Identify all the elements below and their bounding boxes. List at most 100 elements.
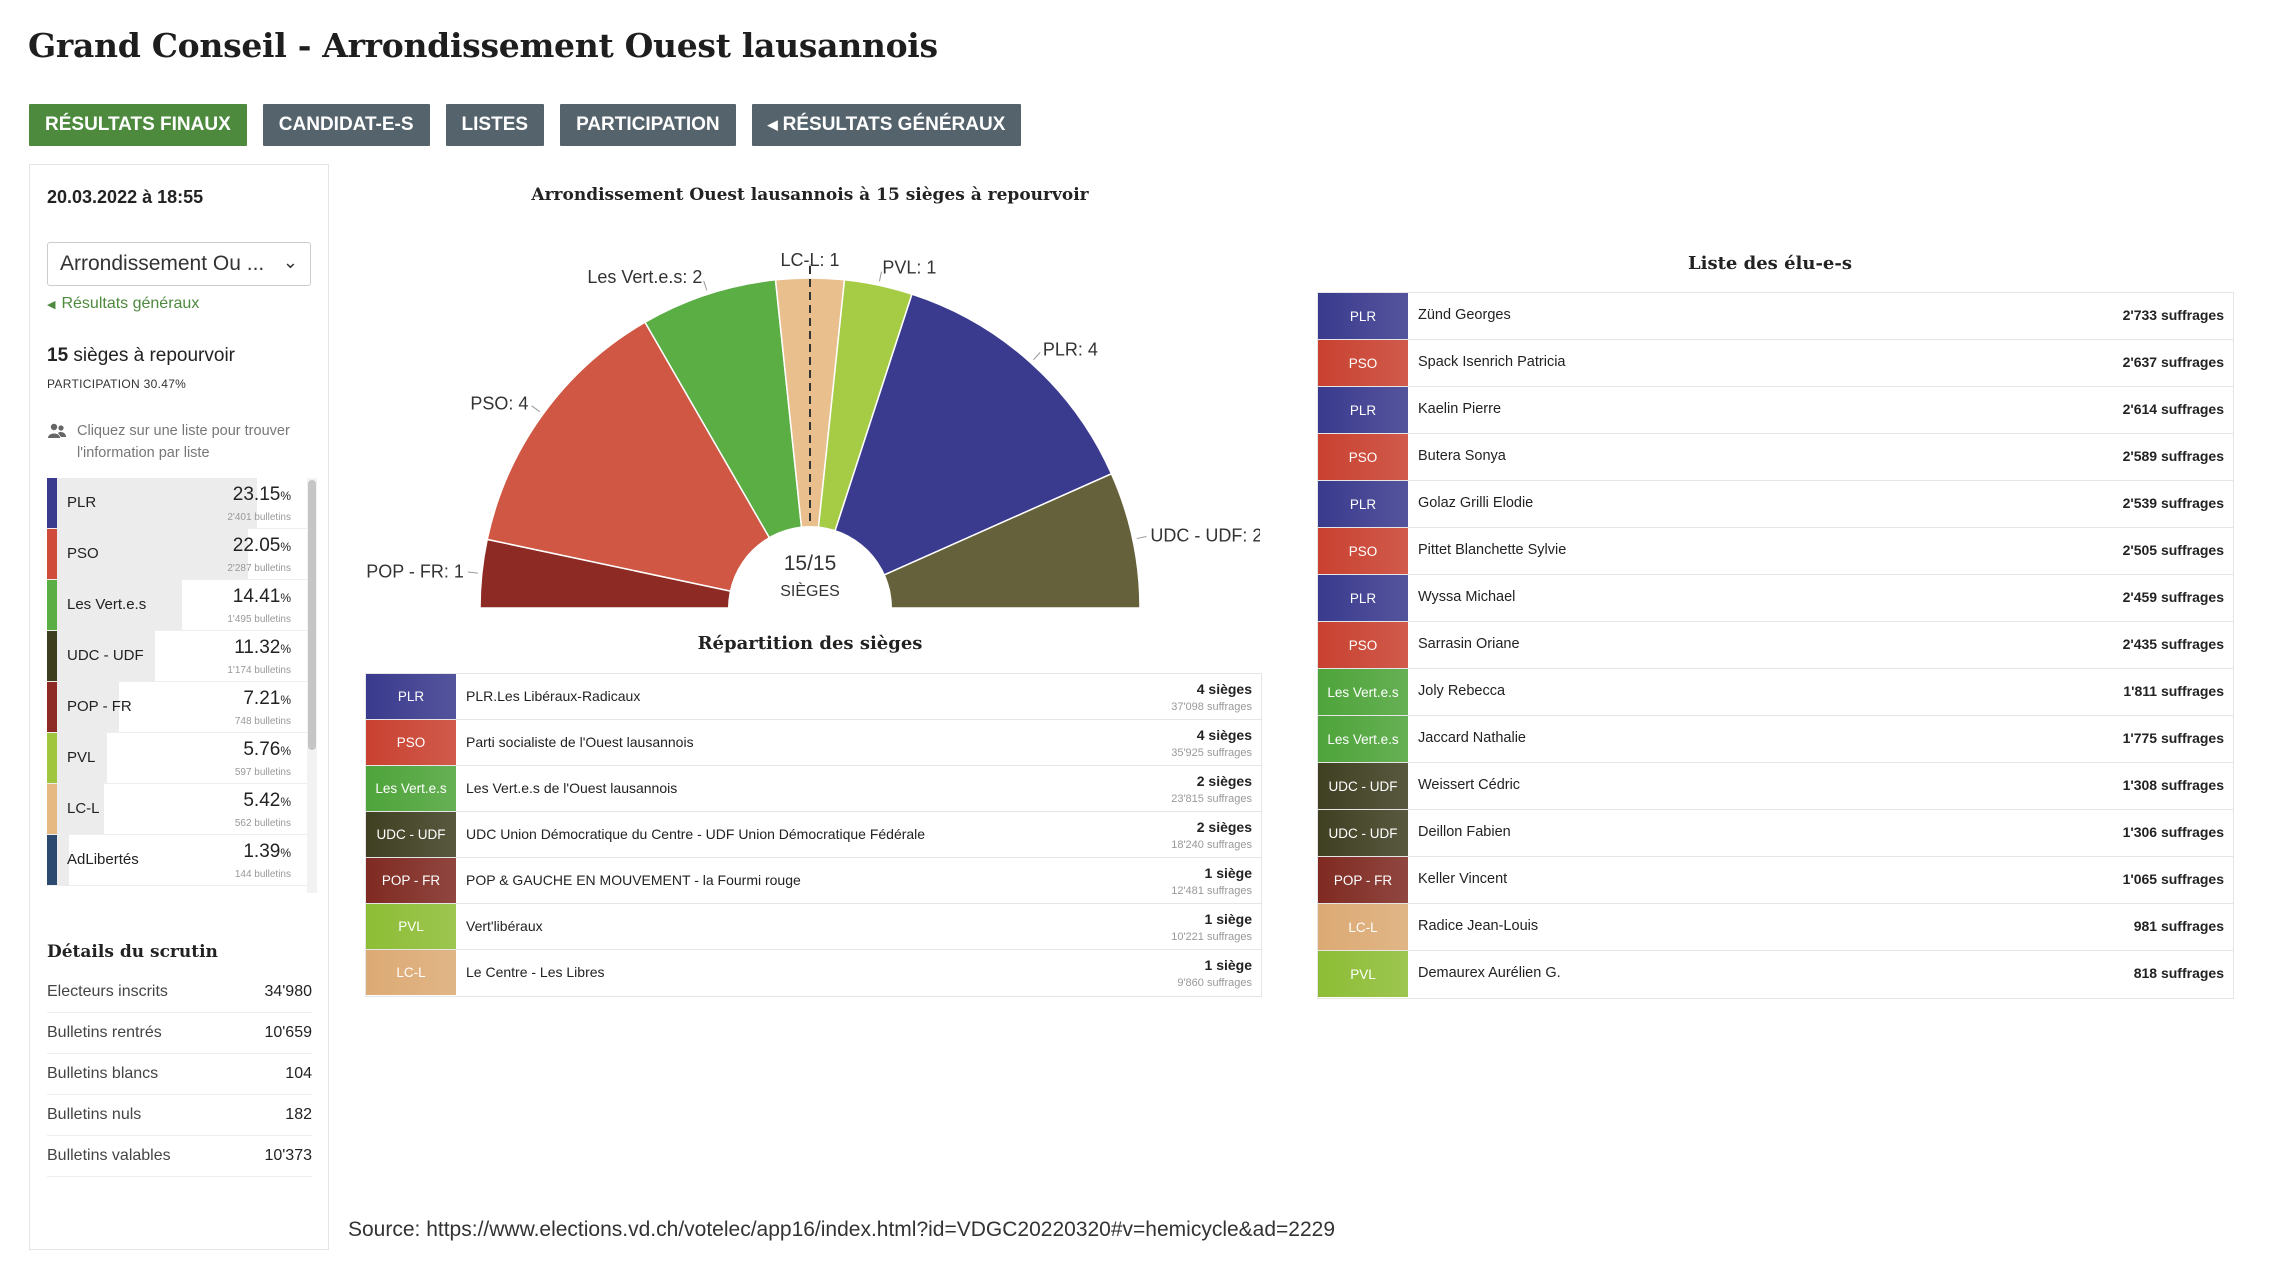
repartition-row[interactable]: POP - FR POP & GAUCHE EN MOUVEMENT - la F… <box>366 858 1261 904</box>
party-color-swatch <box>47 733 57 783</box>
party-full-name: Le Centre - Les Libres <box>466 964 605 980</box>
elected-row[interactable]: PVL Demaurex Aurélien G. 818 suffrages <box>1318 951 2233 998</box>
repartition-row[interactable]: UDC - UDF UDC Union Démocratique du Centr… <box>366 812 1261 858</box>
party-full-name: POP & GAUCHE EN MOUVEMENT - la Fourmi ro… <box>466 872 801 888</box>
party-name: Les Vert.e.s <box>67 596 147 613</box>
party-list-scrollbar[interactable] <box>307 478 317 893</box>
elected-name: Butera Sonya <box>1418 448 1506 464</box>
elected-suffrages: 818 suffrages <box>2133 965 2224 981</box>
percent-sign: % <box>280 795 291 809</box>
tab-participation[interactable]: PARTICIPATION <box>560 104 736 146</box>
party-percentage-value: 14.41 <box>232 586 281 607</box>
party-percentage: 14.41% <box>233 586 291 608</box>
elected-row[interactable]: PSO Pittet Blanchette Sylvie 2'505 suffrag… <box>1318 528 2233 575</box>
party-percentage: 23.15% <box>233 484 291 506</box>
slice-label: PVL: 1 <box>882 258 936 278</box>
party-badge: UDC - UDF <box>366 812 456 857</box>
party-list-item[interactable]: LC-L 5.42% 562 bulletins <box>47 784 317 835</box>
elected-name: Demaurex Aurélien G. <box>1418 965 1561 981</box>
elected-suffrages: 2'435 suffrages <box>2122 636 2224 652</box>
elected-suffrages: 2'539 suffrages <box>2122 495 2224 511</box>
party-suffrages: 37'098 suffrages <box>1171 701 1252 713</box>
party-bulletins: 2'401 bulletins <box>227 512 291 523</box>
tab-listes[interactable]: LISTES <box>445 104 545 146</box>
elected-suffrages: 2'589 suffrages <box>2122 448 2224 464</box>
elected-row[interactable]: PLR Golaz Grilli Elodie 2'539 suffrages <box>1318 481 2233 528</box>
elected-row[interactable]: POP - FR Keller Vincent 1'065 suffrages <box>1318 857 2233 904</box>
party-name: LC-L <box>67 800 100 817</box>
elected-row[interactable]: UDC - UDF Weissert Cédric 1'308 suffrages <box>1318 763 2233 810</box>
elected-row[interactable]: UDC - UDF Deillon Fabien 1'306 suffrages <box>1318 810 2233 857</box>
elected-row[interactable]: PSO Butera Sonya 2'589 suffrages <box>1318 434 2233 481</box>
elected-suffrages: 981 suffrages <box>2133 918 2224 934</box>
elected-row[interactable]: PLR Zünd Georges 2'733 suffrages <box>1318 293 2233 340</box>
back-link-resultats-generaux[interactable]: ◀ Résultats généraux <box>47 295 199 313</box>
scrollbar-thumb[interactable] <box>308 480 316 750</box>
elected-row[interactable]: Les Vert.e.s Jaccard Nathalie 1'775 suffra… <box>1318 716 2233 763</box>
party-list-item[interactable]: PVL 5.76% 597 bulletins <box>47 733 317 784</box>
detail-label: Electeurs inscrits <box>47 983 168 1000</box>
party-badge: PVL <box>1318 951 1408 997</box>
party-badge: PVL <box>366 904 456 949</box>
repartition-row[interactable]: LC-L Le Centre - Les Libres 1 siège 9'860 s… <box>366 950 1261 996</box>
elus-title: Liste des élu-e-s <box>1687 253 1852 274</box>
tab-candidats[interactable]: CANDIDAT-E-S <box>262 104 430 146</box>
chevron-left-icon: ◀ <box>47 299 56 311</box>
elected-row[interactable]: LC-L Radice Jean-Louis 981 suffrages <box>1318 904 2233 951</box>
party-percentage-value: 11.32 <box>234 637 281 658</box>
elus-table: PLR Zünd Georges 2'733 suffrages PSO Spack I… <box>1317 292 2234 999</box>
party-share-bar <box>57 529 248 579</box>
party-percentage: 5.76% <box>243 739 291 761</box>
detail-label: Bulletins blancs <box>47 1065 159 1082</box>
party-badge: PSO <box>1318 528 1408 574</box>
elected-suffrages: 1'306 suffrages <box>2122 824 2224 840</box>
repartition-row[interactable]: PLR PLR.Les Libéraux-Radicaux 4 sièges 37'0… <box>366 674 1261 720</box>
percent-sign: % <box>280 591 291 605</box>
repartition-row[interactable]: Les Vert.e.s Les Vert.e.s de l'Ouest laus… <box>366 766 1261 812</box>
hemicycle-slice[interactable] <box>486 321 812 610</box>
details-title: Détails du scrutin <box>47 942 218 962</box>
party-color-swatch <box>47 682 57 732</box>
party-percentage-value: 23.15 <box>232 484 281 505</box>
percent-sign: % <box>280 489 291 503</box>
party-list-item[interactable]: POP - FR 7.21% 748 bulletins <box>47 682 317 733</box>
hemicycle-slice[interactable] <box>809 472 1141 609</box>
back-link-label: Résultats généraux <box>61 295 200 312</box>
tab-resultats-finaux[interactable]: RÉSULTATS FINAUX <box>29 104 247 146</box>
hemicycle-slice[interactable] <box>643 278 811 609</box>
party-percentage-value: 5.42 <box>243 790 281 811</box>
elected-row[interactable]: PSO Spack Isenrich Patricia 2'637 suffrage… <box>1318 340 2233 387</box>
party-list-item[interactable]: PSO 22.05% 2'287 bulletins <box>47 529 317 580</box>
tab-resultats-generaux[interactable]: ◀ RÉSULTATS GÉNÉRAUX <box>751 104 1022 146</box>
party-name: PSO <box>67 545 99 562</box>
detail-row: Bulletins rentrés 10'659 <box>47 1014 312 1054</box>
arrondissement-select-value: Arrondissement Ou ... <box>60 252 265 275</box>
repartition-row[interactable]: PVL Vert'libéraux 1 siège 10'221 suffrages <box>366 904 1261 950</box>
party-bulletins: 748 bulletins <box>234 716 291 727</box>
party-percentage-value: 5.76 <box>243 739 281 760</box>
elected-row[interactable]: Les Vert.e.s Joly Rebecca 1'811 suffrages <box>1318 669 2233 716</box>
party-full-name: PLR.Les Libéraux-Radicaux <box>466 688 641 704</box>
elected-row[interactable]: PLR Wyssa Michael 2'459 suffrages <box>1318 575 2233 622</box>
party-list-item[interactable]: Les Vert.e.s 14.41% 1'495 bulletins <box>47 580 317 631</box>
party-name: POP - FR <box>67 698 132 715</box>
arrondissement-select[interactable]: Arrondissement Ou ... ⌄ <box>47 242 311 286</box>
percent-sign: % <box>280 642 291 656</box>
party-list-item[interactable]: PLR 23.15% 2'401 bulletins <box>47 478 317 529</box>
party-percentage-value: 1.39 <box>243 841 281 862</box>
users-icon <box>48 423 66 438</box>
party-bulletins: 144 bulletins <box>234 869 291 880</box>
elected-row[interactable]: PSO Sarrasin Oriane 2'435 suffrages <box>1318 622 2233 669</box>
party-badge: PSO <box>1318 434 1408 480</box>
party-full-name: UDC Union Démocratique du Centre - UDF U… <box>466 826 926 842</box>
hemicycle-slice[interactable] <box>808 293 1113 610</box>
party-color-swatch <box>47 529 57 579</box>
party-badge: Les Vert.e.s <box>1318 669 1408 715</box>
party-full-name: Les Vert.e.s de l'Ouest lausannois <box>466 780 678 796</box>
party-list-item[interactable]: AdLibertés 1.39% 144 bulletins <box>47 835 317 886</box>
elected-row[interactable]: PLR Kaelin Pierre 2'614 suffrages <box>1318 387 2233 434</box>
elected-suffrages: 2'614 suffrages <box>2122 401 2224 417</box>
detail-value: 10'373 <box>264 1147 312 1164</box>
repartition-row[interactable]: PSO Parti socialiste de l'Ouest lausannoi… <box>366 720 1261 766</box>
party-list-item[interactable]: UDC - UDF 11.32% 1'174 bulletins <box>47 631 317 682</box>
